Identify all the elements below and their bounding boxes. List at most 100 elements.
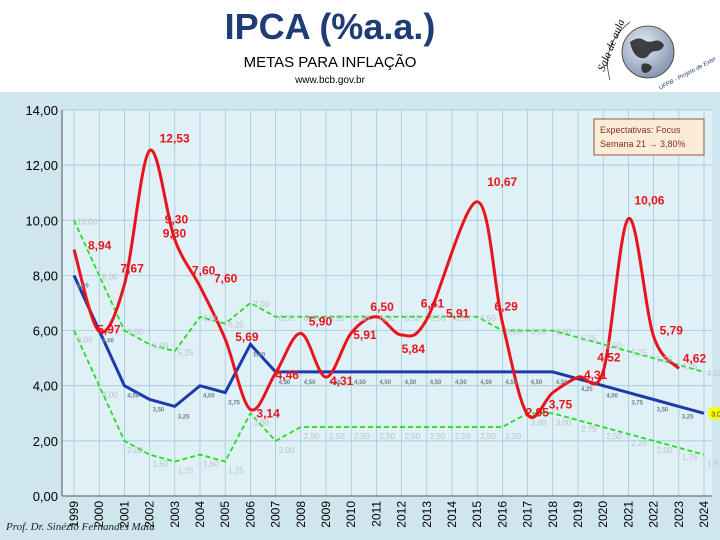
ipca-label: 5,69 <box>235 330 259 344</box>
x-tick-label: 2015 <box>470 501 484 528</box>
x-tick-label: 2021 <box>621 501 635 528</box>
y-tick-label: 14,00 <box>25 103 58 118</box>
y-axis: 0,00 2,00 4,00 6,00 8,00 10,00 12,00 14,00 <box>25 103 63 504</box>
lower-label: 3,00 <box>556 418 572 427</box>
focus-annotation: Expectativas: Focus Semana 21 → 3,80% <box>593 118 705 156</box>
y-tick-label: 12,00 <box>25 158 58 173</box>
ipca-label: 12,53 <box>160 132 190 146</box>
lower-label: 3,00 <box>531 418 547 427</box>
target-label: 6,00 <box>102 339 114 345</box>
lower-label: 2,50 <box>329 432 345 441</box>
upper-label: 6,50 <box>203 314 219 323</box>
lower-label: 2,25 <box>631 439 647 448</box>
lower-label: 4,00 <box>102 391 118 400</box>
upper-label: 5,50 <box>153 341 169 350</box>
upper-label: 6,50 <box>329 314 345 323</box>
ipca-label: 3,75 <box>549 398 573 412</box>
lower-label: 2,00 <box>279 446 295 455</box>
ipca-label: 9,30 <box>165 213 189 227</box>
target-badge <box>708 407 720 420</box>
lower-label: 3,00 <box>253 418 269 427</box>
sala-de-aula-logo: Sala de aula UFPB - Projeto de Extensão <box>596 17 715 92</box>
x-tick-label: 2001 <box>117 501 131 528</box>
target-label: 4,00 <box>606 394 618 400</box>
upper-label: 6,50 <box>379 314 395 323</box>
target-label: 4,25 <box>581 387 593 393</box>
lower-label: 2,00 <box>127 446 143 455</box>
lower-label: 2,50 <box>405 432 421 441</box>
x-tick-label: 2013 <box>420 501 434 528</box>
page-subtitle: METAS PARA INFLAÇÃO <box>243 54 417 71</box>
lower-label: 2,50 <box>505 432 521 441</box>
ipca-label: 4,31 <box>584 368 608 382</box>
x-tick-label: 2009 <box>319 501 333 528</box>
x-tick-label: 2003 <box>168 501 182 528</box>
lower-label: 2,50 <box>480 432 496 441</box>
upper-label: 6,50 <box>304 314 320 323</box>
target-label: 4,50 <box>430 380 442 386</box>
target-label: 4,50 <box>556 380 568 386</box>
upper-label: 6,00 <box>127 328 143 337</box>
x-tick-label: 2004 <box>193 501 207 528</box>
y-tick-label: 0,00 <box>33 489 58 504</box>
upper-label: 10,00 <box>77 217 98 226</box>
target-label: 3,25 <box>178 414 190 420</box>
upper-label: 5,75 <box>581 334 597 343</box>
x-tick-label: 2005 <box>218 501 232 528</box>
ipca-label: 5,90 <box>309 314 333 328</box>
target-label: 3,75 <box>228 401 240 407</box>
upper-label: 6,50 <box>405 314 421 323</box>
ipca-label: 6,41 <box>421 296 445 310</box>
x-tick-label: 2024 <box>697 501 711 528</box>
upper-label: 6,00 <box>505 328 521 337</box>
plot-area <box>62 110 712 496</box>
x-tick-label: 2012 <box>395 501 409 528</box>
ipca-label: 5,79 <box>660 323 684 337</box>
target-label: 4,50 <box>354 380 366 386</box>
header: IPCA (%a.a.) METAS PARA INFLAÇÃO www.bcb… <box>0 0 720 92</box>
ipca-extra-label: 5,91 <box>446 306 470 320</box>
x-tick-label: 2006 <box>243 501 257 528</box>
upper-label: 6,50 <box>430 314 446 323</box>
upper-label: 6,25 <box>228 321 244 330</box>
target-label: 5,50 <box>253 352 265 358</box>
target-label: 4,00 <box>127 394 139 400</box>
target-label: 3,50 <box>657 408 669 414</box>
lower-label: 1,25 <box>228 467 244 476</box>
lower-label: 1,75 <box>682 453 698 462</box>
ipca-label: 10,67 <box>487 175 517 189</box>
ipca-label: 4,31 <box>330 374 354 388</box>
annotation-box <box>593 118 705 156</box>
x-tick-label: 2022 <box>647 501 661 528</box>
ipca-label: 4,46 <box>276 368 300 382</box>
lower-label: 2,50 <box>304 432 320 441</box>
target-label: 3,25 <box>682 414 694 420</box>
upper-label: 8,00 <box>102 272 118 281</box>
y-tick-label: 10,00 <box>25 213 58 228</box>
upper-label: 4,75 <box>682 362 698 371</box>
target-label: 4,50 <box>531 380 543 386</box>
lower-label: 1,50 <box>153 460 169 469</box>
target-label: 4,50 <box>279 380 291 386</box>
target-label: 4,00 <box>203 394 215 400</box>
y-tick-label: 6,00 <box>33 324 58 339</box>
upper-label: 7,00 <box>253 300 269 309</box>
x-tick-label: 2011 <box>369 501 383 527</box>
target-badge-label: 3,00 <box>711 411 720 418</box>
ipca-label: 4,52 <box>597 350 621 364</box>
ipca-label: 8,94 <box>88 239 112 253</box>
target-label: 4,50 <box>304 380 316 386</box>
lower-label: 1,25 <box>178 467 194 476</box>
ipca-label: 4,62 <box>683 352 707 366</box>
target-label: 4,50 <box>455 380 467 386</box>
lower-label: 2,50 <box>354 432 370 441</box>
upper-label: 5,25 <box>178 348 194 357</box>
x-tick-label: 2002 <box>143 501 157 528</box>
annotation-line1: Expectativas: Focus <box>600 125 681 135</box>
lower-label: 2,00 <box>657 446 673 455</box>
lower-label: 2,50 <box>430 432 446 441</box>
source-url: www.bcb.gov.br <box>295 75 365 86</box>
data-labels: 10,00 8,00 6,00 5,50 5,25 6,50 6,25 7,00 6,50 6,5… <box>77 132 720 476</box>
x-tick-label: 2023 <box>672 501 686 528</box>
lower-label: 1,5 <box>707 460 719 469</box>
